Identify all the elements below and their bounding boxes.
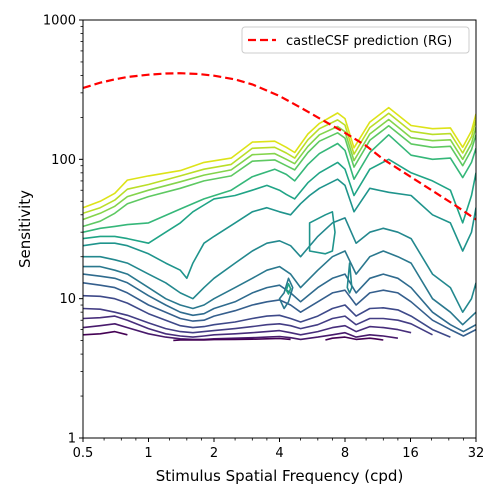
legend: castleCSF prediction (RG) xyxy=(241,26,470,54)
contour-line-19 xyxy=(285,282,292,295)
axes-frame xyxy=(83,20,476,438)
x-axis-label: Stimulus Spatial Frequency (cpd) xyxy=(156,467,404,485)
contour-line-14 xyxy=(83,322,399,341)
contour-line-16 xyxy=(173,337,291,342)
x-tick-label-1: 1 xyxy=(144,446,152,461)
y-tick-label-2: 100 xyxy=(51,153,76,168)
contour-line-15 xyxy=(83,330,128,336)
contour-line-11 xyxy=(83,294,451,338)
contour-line-21 xyxy=(346,262,353,294)
contour-line-5 xyxy=(83,158,476,244)
y-axis-label: Sensitivity xyxy=(16,190,34,268)
y-tick-label-1: 10 xyxy=(59,292,76,307)
legend-entry-prediction: castleCSF prediction (RG) xyxy=(286,34,452,49)
x-tick-label-4: 8 xyxy=(341,446,349,461)
legend-box xyxy=(241,26,470,54)
y-tick-label-0: 1 xyxy=(68,432,76,447)
contour-line-6 xyxy=(83,178,476,280)
x-tick-label-0: 0.5 xyxy=(73,446,94,461)
plot-border xyxy=(82,19,477,439)
contour-line-12 xyxy=(83,307,433,336)
x-tick-label-5: 16 xyxy=(402,446,419,461)
contour-line-20 xyxy=(308,211,336,255)
contour-line-10 xyxy=(83,282,476,337)
plot-background xyxy=(83,20,476,438)
contour-line-3 xyxy=(83,125,476,228)
contour-line-7 xyxy=(83,217,476,314)
contour-line-0 xyxy=(83,106,476,209)
y-tick-label-3: 1000 xyxy=(43,14,76,29)
contour-line-13 xyxy=(83,315,412,338)
contour-line-2 xyxy=(83,118,476,221)
contour-line-18 xyxy=(278,277,294,310)
x-tick-label-3: 4 xyxy=(275,446,283,461)
x-tick-label-2: 2 xyxy=(210,446,218,461)
contour-line-1 xyxy=(83,112,476,215)
contour-line-17 xyxy=(325,336,384,341)
contour-line-4 xyxy=(83,134,476,233)
x-tick-label-6: 32 xyxy=(468,446,485,461)
prediction-curve xyxy=(83,72,476,221)
contour-line-8 xyxy=(83,250,476,326)
contour-lines xyxy=(83,106,476,342)
prediction-line xyxy=(83,72,476,221)
